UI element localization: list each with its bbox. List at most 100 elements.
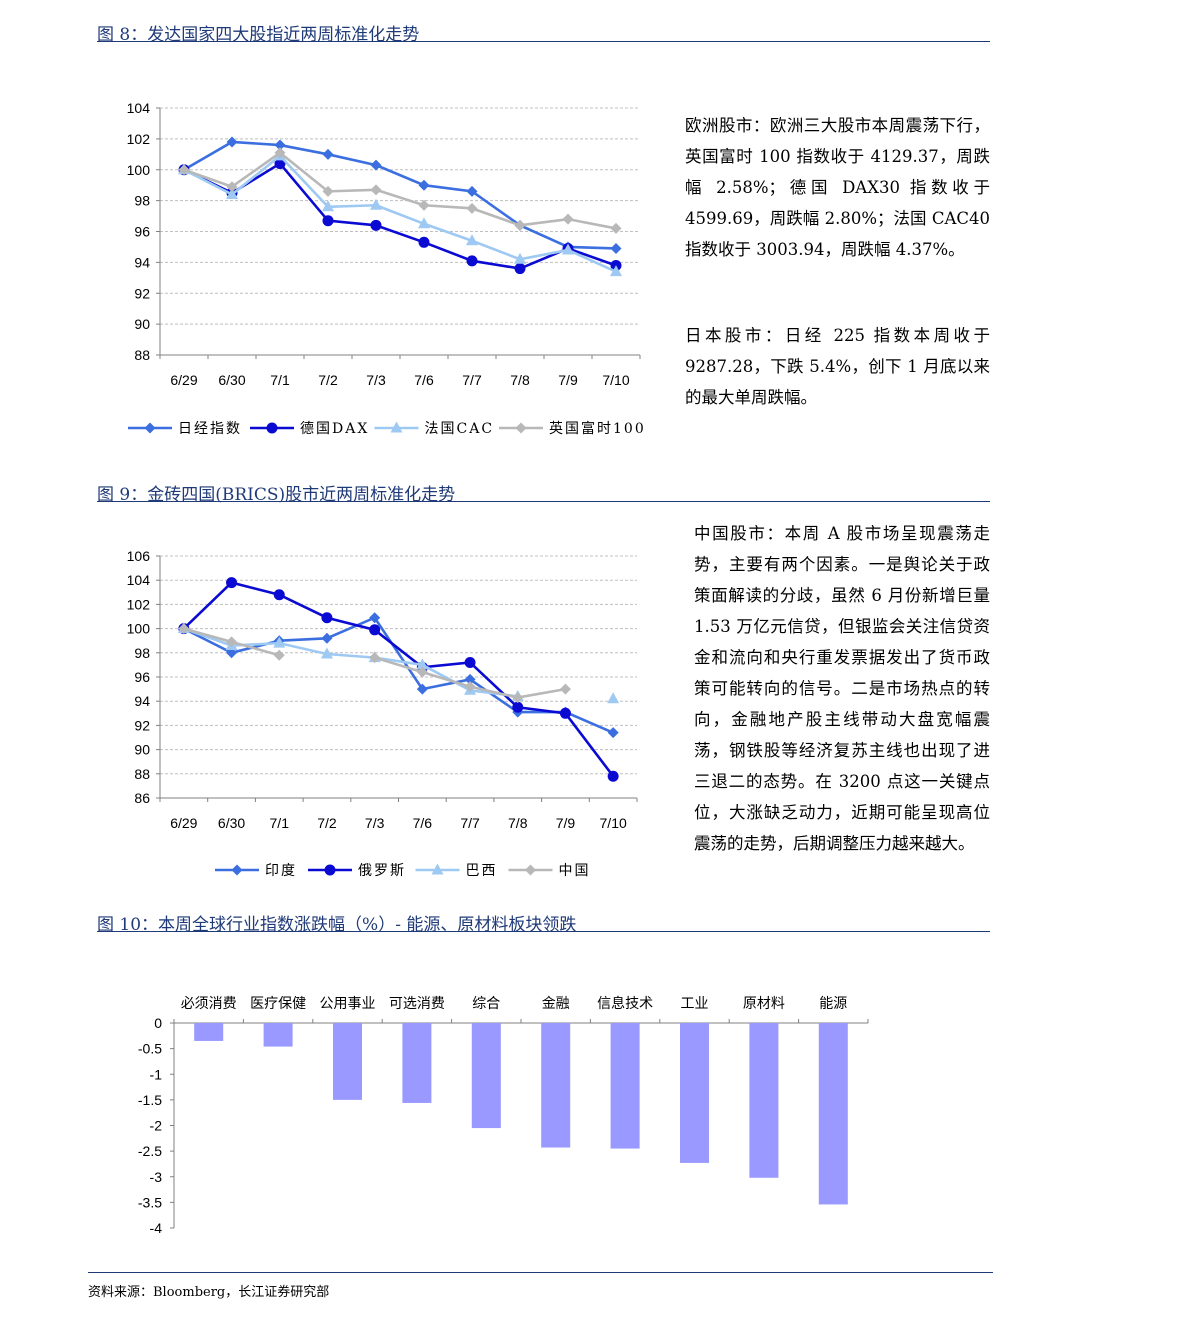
fig10-bar <box>402 1023 432 1103</box>
fig8-ytick-label: 100 <box>127 162 151 178</box>
fig8-data-point <box>418 217 430 229</box>
fig8-data-point <box>274 158 286 170</box>
fig9-legend: 印度 俄罗斯 巴西 中国 <box>215 863 591 879</box>
fig10-category-label: 公用事业 <box>320 995 376 1011</box>
fig9-title: 图 9：金砖四国(BRICS)股市近两周标准化走势 <box>97 485 456 505</box>
fig9-series-3 <box>178 623 571 704</box>
fig9-data-point <box>559 683 571 695</box>
fig9-data-point <box>416 683 428 695</box>
fig8-legend-label: 日经指数 <box>178 421 242 437</box>
fig9-data-point <box>464 681 476 693</box>
fig10-ytick-label: -4 <box>150 1220 163 1236</box>
fig8-data-point <box>610 265 622 277</box>
fig8-data-point <box>370 159 382 171</box>
fig8-data-point <box>178 164 190 176</box>
fig8-data-point <box>466 234 478 246</box>
fig8-data-point <box>370 219 382 231</box>
fig9-series-line <box>182 581 615 778</box>
fig8-legend-label: 英国富时100 <box>549 420 646 437</box>
fig8-ytick-label: 90 <box>134 316 150 332</box>
fig10-ytick-label: -2.5 <box>138 1143 162 1159</box>
fig8-series-3 <box>178 147 622 234</box>
fig10-category-label: 必须消费 <box>181 995 237 1011</box>
fig9-legend-label: 中国 <box>559 863 591 879</box>
fig9-ytick-label: 94 <box>134 693 150 709</box>
fig10-bar <box>333 1023 362 1100</box>
fig8-legend-label: 法国CAC <box>425 421 495 437</box>
fig8-ytick-label: 96 <box>134 224 150 240</box>
fig9-data-point <box>369 624 381 636</box>
fig10-category-label: 能源 <box>819 995 847 1011</box>
fig10-bar <box>680 1023 709 1163</box>
fig9-data-point <box>512 701 524 713</box>
fig9-data-point <box>464 656 476 668</box>
fig9-legend-marker <box>525 864 536 876</box>
fig9-xtick-label: 7/1 <box>270 815 290 831</box>
fig8-ytick-label: 94 <box>134 254 150 270</box>
fig10-bar <box>471 1023 501 1129</box>
fig9-ytick-label: 92 <box>134 717 150 733</box>
fig10-category-label: 医疗保健 <box>250 995 306 1011</box>
fig9-ytick-label: 96 <box>134 669 150 685</box>
fig9-xtick-label: 7/8 <box>508 815 528 831</box>
fig8-data-point <box>322 215 334 227</box>
fig9-xtick-label: 7/3 <box>365 815 385 831</box>
fig9-legend-label: 印度 <box>265 863 297 879</box>
fig8-xtick-label: 7/3 <box>366 372 386 388</box>
fig9-ytick-label: 102 <box>127 596 151 612</box>
fig10-category-label: 工业 <box>681 995 709 1011</box>
fig8-series-line <box>183 161 617 270</box>
fig8-data-point <box>610 242 622 254</box>
fig9-xtick-label: 6/30 <box>218 815 245 831</box>
fig8-data-point <box>418 179 430 191</box>
fig9-ytick-label: 100 <box>127 621 151 637</box>
fig8-xtick-label: 7/7 <box>462 372 482 388</box>
fig10-ytick-label: -1.5 <box>138 1092 162 1108</box>
fig8-legend: 日经指数 德国DAX 法国CAC 英国富时100 <box>128 420 646 437</box>
fig8-title: 图 8：发达国家四大股指近两周标准化走势 <box>97 25 420 45</box>
fig9-data-point <box>559 707 571 719</box>
fig9-data-point <box>321 612 333 624</box>
fig9-xtick-label: 7/10 <box>600 815 627 831</box>
fig8-data-point <box>466 255 478 267</box>
fig8-xtick-label: 7/6 <box>414 372 434 388</box>
fig10-bar <box>610 1023 640 1149</box>
fig10-title-rule <box>97 931 990 932</box>
fig8-data-point <box>274 147 286 159</box>
fig10-bar <box>749 1023 779 1178</box>
fig8-series-line <box>183 154 617 273</box>
fig10-ytick-label: -2 <box>150 1118 163 1134</box>
fig8-data-point <box>466 185 478 197</box>
fig10-ytick-label: -3.5 <box>138 1194 162 1210</box>
fig9-legend-label: 俄罗斯 <box>358 863 406 879</box>
fig9-data-point <box>226 647 238 659</box>
fig8-series-line <box>183 151 617 230</box>
fig9-legend-label: 巴西 <box>466 863 498 879</box>
fig8-legend-marker <box>390 421 403 433</box>
fig10-bar <box>263 1023 293 1047</box>
fig8-data-point <box>322 185 334 197</box>
fig8-legend-marker <box>144 422 156 434</box>
fig9-ytick-label: 104 <box>127 572 151 588</box>
fig9-data-point <box>273 636 286 648</box>
fig8-ytick-label: 92 <box>134 285 150 301</box>
fig8-data-point <box>514 219 526 231</box>
fig8-data-point <box>466 202 478 214</box>
fig8-data-point <box>418 236 430 248</box>
fig9-data-point <box>464 673 476 685</box>
fig10-bar <box>818 1023 848 1205</box>
fig8-data-point <box>370 198 382 210</box>
fig9-data-point <box>512 692 524 704</box>
fig9-ytick-label: 86 <box>134 790 150 806</box>
fig10-bar <box>194 1023 224 1041</box>
fig9-xtick-label: 7/9 <box>556 815 576 831</box>
fig8-data-point <box>418 199 430 211</box>
fig9-data-point <box>369 612 381 624</box>
fig8-ytick-label: 98 <box>134 193 150 209</box>
fig9-data-point <box>226 636 238 648</box>
fig9-data-point <box>607 727 619 739</box>
fig10-category-label: 可选消费 <box>389 995 445 1011</box>
fig10-title: 图 10：本周全球行业指数涨跌幅（%）- 能源、原材料板块领跌 <box>97 915 577 935</box>
fig9-data-point <box>369 652 381 664</box>
fig10-category-label: 综合 <box>472 995 500 1011</box>
